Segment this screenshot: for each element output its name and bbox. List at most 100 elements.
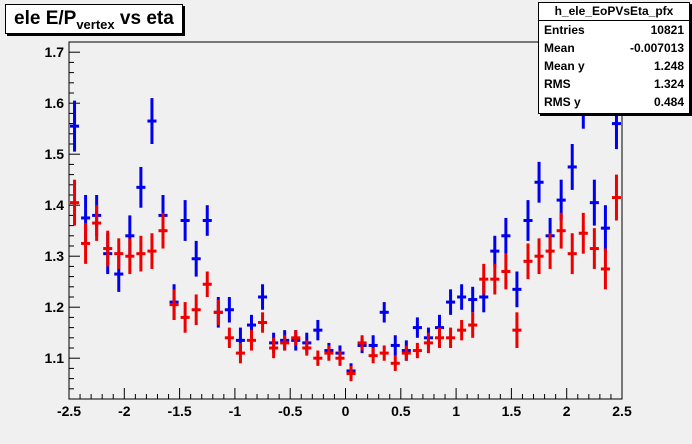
data-point bbox=[512, 271, 522, 308]
data-point bbox=[457, 284, 467, 310]
data-point bbox=[280, 335, 290, 351]
data-point bbox=[379, 345, 389, 361]
data-point bbox=[600, 205, 610, 252]
x-tick-label: 2 bbox=[563, 403, 571, 419]
y-tick-label: 1.3 bbox=[45, 248, 65, 264]
data-point bbox=[368, 348, 378, 364]
stats-value: 1.324 bbox=[653, 77, 684, 91]
data-point bbox=[136, 235, 146, 272]
data-point bbox=[258, 312, 268, 333]
data-point bbox=[180, 200, 190, 241]
stats-value: -0.007013 bbox=[629, 41, 684, 55]
x-tick-label: -1.5 bbox=[168, 403, 192, 419]
data-point bbox=[258, 284, 268, 310]
data-point bbox=[81, 223, 91, 264]
stats-label: Entries bbox=[544, 23, 585, 37]
y-tick-labels: 1.1 1.2 1.3 1.4 1.5 1.6 1.7 bbox=[45, 44, 65, 366]
y-tick-label: 1.7 bbox=[45, 44, 65, 60]
stats-row-rms: RMS 1.324 bbox=[539, 75, 689, 93]
data-point bbox=[589, 228, 599, 269]
data-point bbox=[512, 312, 522, 348]
data-point bbox=[412, 342, 422, 359]
y-tick-label: 1.2 bbox=[45, 299, 65, 315]
data-point bbox=[556, 212, 566, 249]
data-point bbox=[545, 233, 555, 269]
stats-value: 10821 bbox=[650, 23, 684, 37]
data-point bbox=[401, 345, 411, 361]
stats-box: h_ele_EoPVsEta_pfx Entries 10821 Mean -0.0… bbox=[538, 2, 690, 114]
x-tick-label: 0.5 bbox=[391, 403, 411, 419]
data-point bbox=[434, 327, 445, 348]
data-point bbox=[147, 98, 157, 144]
data-point bbox=[313, 319, 323, 341]
chart-title: ele E/Pvertex vs eta bbox=[5, 4, 183, 34]
data-point bbox=[180, 302, 190, 333]
data-point bbox=[567, 144, 577, 190]
x-tick-label: 1 bbox=[452, 403, 460, 419]
data-point bbox=[213, 299, 223, 326]
data-point bbox=[379, 302, 389, 323]
x-tick-labels: -2.5 -2 -1.5 -1 -0.5 0 0.5 1 1.5 2 2.5 bbox=[57, 403, 632, 419]
stats-label: RMS y bbox=[544, 95, 581, 109]
y-tick-label: 1.6 bbox=[45, 95, 65, 111]
title-suffix: vs eta bbox=[114, 8, 174, 29]
x-tick-label: 2.5 bbox=[612, 403, 632, 419]
data-point bbox=[246, 330, 257, 351]
data-point bbox=[600, 248, 610, 290]
data-point bbox=[114, 238, 124, 269]
data-point bbox=[202, 271, 212, 297]
data-point bbox=[534, 161, 544, 203]
data-point bbox=[390, 335, 400, 356]
data-point bbox=[390, 355, 400, 371]
data-point bbox=[578, 212, 588, 254]
data-point bbox=[346, 365, 356, 382]
stats-label: Mean bbox=[544, 41, 575, 55]
data-point bbox=[92, 205, 102, 241]
y-tick-label: 1.4 bbox=[45, 197, 65, 213]
stats-label: RMS bbox=[544, 77, 571, 91]
stats-row-rms-y: RMS y 0.484 bbox=[539, 93, 689, 111]
x-tick-label: -2 bbox=[118, 403, 131, 419]
data-point bbox=[468, 312, 478, 338]
data-point bbox=[423, 332, 433, 354]
x-tick-label: -2.5 bbox=[57, 403, 81, 419]
data-point bbox=[235, 342, 245, 364]
data-point bbox=[70, 100, 80, 152]
stats-value: 1.248 bbox=[653, 59, 684, 73]
data-point bbox=[490, 263, 500, 295]
data-point bbox=[147, 233, 157, 269]
title-main: ele E/P bbox=[14, 8, 77, 29]
y-tick-label: 1.5 bbox=[45, 146, 65, 162]
stats-row-entries: Entries 10821 bbox=[539, 21, 689, 39]
data-point bbox=[136, 166, 146, 208]
data-point bbox=[446, 289, 456, 315]
data-point bbox=[412, 317, 422, 338]
data-point bbox=[567, 233, 577, 275]
data-point bbox=[202, 205, 212, 236]
data-point bbox=[589, 179, 599, 226]
data-point bbox=[191, 240, 201, 277]
data-point bbox=[490, 235, 500, 267]
data-point bbox=[501, 253, 511, 290]
data-point bbox=[191, 294, 201, 326]
x-tick-label: 0 bbox=[342, 403, 350, 419]
y-tick-label: 1.1 bbox=[45, 350, 65, 366]
data-marks bbox=[70, 77, 621, 382]
stats-histogram-name: h_ele_EoPVsEta_pfx bbox=[539, 3, 689, 21]
data-point bbox=[302, 340, 312, 356]
data-point bbox=[523, 243, 533, 280]
data-point bbox=[224, 297, 234, 323]
data-point bbox=[324, 345, 334, 361]
data-point bbox=[224, 327, 234, 348]
data-point bbox=[169, 289, 179, 320]
data-point bbox=[70, 179, 80, 226]
data-point bbox=[501, 217, 511, 254]
data-point bbox=[269, 337, 279, 359]
data-point bbox=[125, 238, 135, 275]
axis-ticks bbox=[68, 41, 623, 400]
stats-row-mean-y: Mean y 1.248 bbox=[539, 57, 689, 75]
data-point bbox=[446, 327, 456, 348]
data-point bbox=[335, 350, 345, 366]
data-point bbox=[534, 238, 544, 275]
